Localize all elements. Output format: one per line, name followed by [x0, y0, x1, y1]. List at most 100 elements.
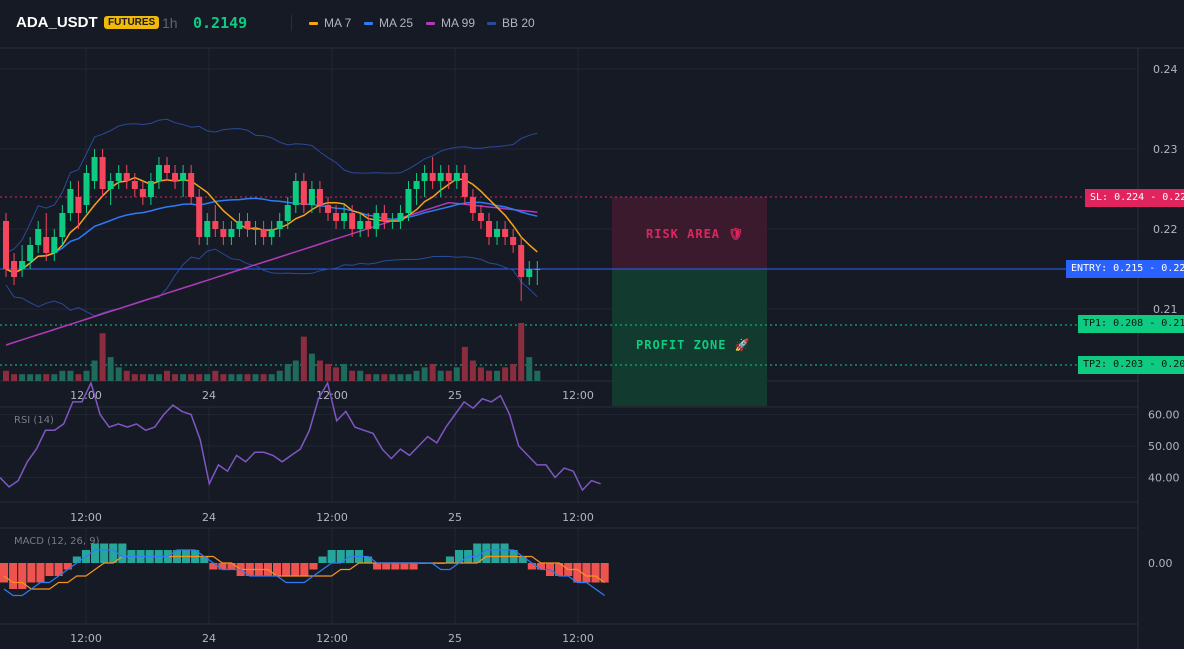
- macd-line: [3, 549, 605, 597]
- macd-histogram-bar: [72, 556, 81, 563]
- macd-histogram-bar: [445, 556, 454, 563]
- volume-bar: [220, 374, 227, 381]
- candle-body: [300, 181, 307, 205]
- volume-bar: [91, 360, 98, 381]
- ma99-swatch-icon: [426, 22, 435, 26]
- macd-histogram-bar: [318, 556, 327, 563]
- candle-body: [107, 181, 114, 189]
- volume-bar: [461, 346, 468, 381]
- candle-body: [172, 173, 179, 181]
- profit-zone: [612, 269, 767, 406]
- candle-body: [188, 173, 195, 197]
- volume-bar: [75, 374, 82, 381]
- volume-bar: [172, 374, 179, 381]
- legend-ma7[interactable]: MA 7: [309, 16, 351, 30]
- volume-bar: [494, 370, 501, 381]
- volume-bar: [3, 370, 9, 381]
- volume-bar: [341, 363, 348, 381]
- tp1-price-tag: TP1: 0.208 - 0.21: [1078, 315, 1184, 333]
- candle-body: [445, 173, 452, 181]
- candle-body: [164, 165, 170, 173]
- bb20-swatch-icon: [487, 22, 496, 26]
- volume-bar: [349, 370, 356, 381]
- futures-badge: FUTURES: [104, 16, 160, 29]
- candle-body: [421, 173, 428, 181]
- macd-histogram-bar: [591, 563, 600, 583]
- time-tick-label: 12:00: [316, 389, 348, 402]
- macd-histogram-bar: [327, 550, 336, 563]
- legend-bb20[interactable]: BB 20: [487, 16, 535, 30]
- entry-price-tag: ENTRY: 0.215 - 0.22: [1066, 260, 1184, 278]
- macd-histogram-bar: [218, 563, 227, 570]
- volume-bar: [131, 374, 138, 381]
- volume-bar: [139, 374, 146, 381]
- volume-bar: [155, 374, 162, 381]
- volume-bar: [413, 370, 420, 381]
- volume-bar: [51, 374, 58, 381]
- macd-histogram-bar: [18, 563, 27, 589]
- volume-bar: [147, 374, 154, 381]
- candle-body: [349, 213, 356, 229]
- candle-body: [212, 221, 219, 229]
- volume-bar: [397, 374, 404, 381]
- candle-body: [276, 221, 283, 229]
- legend-ma25[interactable]: MA 25: [364, 16, 413, 30]
- volume-bar: [469, 360, 476, 381]
- price-tick-label: 0.22: [1153, 223, 1178, 236]
- candle-body: [123, 173, 130, 181]
- candle-body: [381, 213, 388, 221]
- candle-body: [373, 213, 380, 229]
- macd-histogram-bar: [309, 563, 318, 570]
- volume-bar: [357, 370, 364, 381]
- candle-body: [51, 237, 58, 253]
- macd-histogram-bar: [0, 563, 9, 583]
- candle-body: [365, 221, 372, 229]
- candle-body: [268, 229, 275, 237]
- time-tick-label: 12:00: [562, 511, 594, 524]
- volume-bar: [164, 370, 170, 381]
- volume-bar: [526, 357, 533, 381]
- candle-body: [429, 173, 436, 181]
- volume-bar: [228, 374, 235, 381]
- candle-body: [35, 229, 42, 245]
- time-tick-label: 25: [448, 389, 462, 402]
- symbol-label[interactable]: ADA_USDT: [16, 14, 98, 31]
- candle-body: [3, 221, 9, 269]
- macd-histogram-bar: [54, 563, 63, 576]
- volume-bar: [123, 370, 130, 381]
- macd-histogram-bar: [36, 563, 45, 583]
- macd-histogram-bar: [536, 563, 545, 570]
- macd-histogram-bar: [336, 550, 345, 563]
- volume-bar: [333, 367, 340, 381]
- timeframe-label[interactable]: 1h: [162, 15, 178, 31]
- candle-body: [252, 229, 259, 230]
- candle-body: [526, 269, 533, 277]
- candle-body: [518, 245, 525, 277]
- candle-body: [236, 221, 243, 229]
- legend-ma99[interactable]: MA 99: [426, 16, 475, 30]
- rsi-line: [0, 380, 601, 492]
- candle-body: [357, 221, 364, 229]
- candle-body: [494, 229, 501, 237]
- candle-body: [453, 173, 460, 181]
- volume-bar: [477, 367, 484, 381]
- volume-bar: [35, 374, 42, 381]
- volume-bar: [115, 367, 122, 381]
- volume-bar: [11, 374, 18, 381]
- macd-histogram-bar: [518, 556, 527, 563]
- macd-histogram-bar: [491, 543, 500, 563]
- macd-histogram-bar: [455, 550, 464, 563]
- candle-body: [397, 213, 404, 221]
- candle-body: [510, 237, 517, 245]
- volume-bar: [188, 374, 195, 381]
- candle-body: [228, 229, 235, 237]
- volume-bar: [59, 370, 66, 381]
- volume-bar: [284, 363, 291, 381]
- time-tick-label: 24: [202, 632, 216, 645]
- candle-body: [59, 213, 66, 237]
- candle-body: [437, 173, 444, 181]
- candle-body: [83, 173, 90, 205]
- volume-bar: [381, 374, 388, 381]
- volume-bar: [502, 367, 509, 381]
